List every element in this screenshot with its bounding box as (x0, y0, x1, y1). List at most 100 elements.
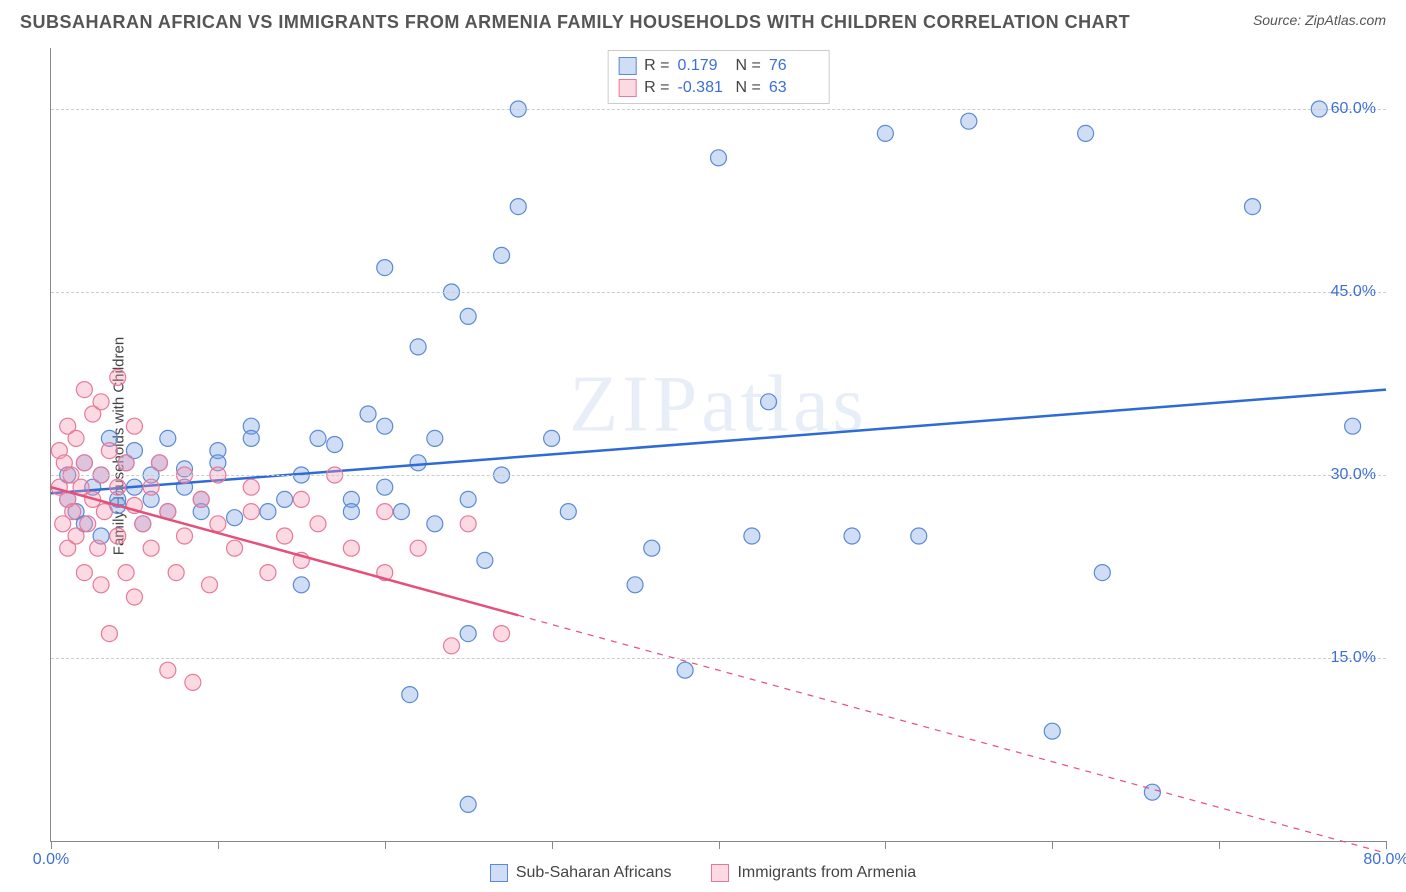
data-point (93, 394, 109, 410)
data-point (1345, 418, 1361, 434)
source-label: Source: ZipAtlas.com (1253, 12, 1386, 28)
x-tick (1219, 841, 1220, 849)
data-point (310, 430, 326, 446)
x-tick (1052, 841, 1053, 849)
data-point (961, 113, 977, 129)
data-point (402, 687, 418, 703)
data-point (1094, 565, 1110, 581)
data-point (76, 455, 92, 471)
legend-swatch-icon (490, 864, 508, 882)
trend-line-extrapolated (518, 615, 1386, 853)
data-point (143, 479, 159, 495)
chart-area: ZIPatlas R = 0.179 N = 76 R = -0.381 N =… (50, 48, 1386, 842)
y-tick-label: 30.0% (1331, 466, 1376, 484)
data-point (65, 504, 81, 520)
x-tick (218, 841, 219, 849)
data-point (627, 577, 643, 593)
scatter-plot (51, 48, 1386, 841)
data-point (277, 491, 293, 507)
data-point (90, 540, 106, 556)
x-tick (885, 841, 886, 849)
data-point (185, 674, 201, 690)
r-value: 0.179 (678, 57, 728, 75)
data-point (101, 443, 117, 459)
stats-box: R = 0.179 N = 76 R = -0.381 N = 63 (607, 50, 830, 104)
data-point (93, 577, 109, 593)
data-point (544, 430, 560, 446)
stats-row: R = -0.381 N = 63 (618, 77, 819, 99)
stats-row: R = 0.179 N = 76 (618, 55, 819, 77)
legend-label: Immigrants from Armenia (737, 864, 916, 882)
chart-title: SUBSAHARAN AFRICAN VS IMMIGRANTS FROM AR… (20, 12, 1130, 33)
data-point (393, 504, 409, 520)
legend-swatch-icon (618, 79, 636, 97)
data-point (177, 528, 193, 544)
data-point (210, 516, 226, 532)
data-point (410, 339, 426, 355)
data-point (911, 528, 927, 544)
data-point (410, 540, 426, 556)
n-label: N = (736, 57, 761, 75)
data-point (560, 504, 576, 520)
gridline (51, 109, 1386, 110)
data-point (76, 565, 92, 581)
data-point (377, 260, 393, 276)
header: SUBSAHARAN AFRICAN VS IMMIGRANTS FROM AR… (0, 0, 1406, 41)
x-tick (552, 841, 553, 849)
n-label: N = (736, 79, 761, 97)
data-point (96, 504, 112, 520)
gridline (51, 658, 1386, 659)
data-point (151, 455, 167, 471)
data-point (310, 516, 326, 532)
data-point (1044, 723, 1060, 739)
y-tick-label: 15.0% (1331, 649, 1376, 667)
data-point (343, 540, 359, 556)
data-point (711, 150, 727, 166)
data-point (193, 491, 209, 507)
data-point (460, 491, 476, 507)
r-label: R = (644, 79, 669, 97)
data-point (277, 528, 293, 544)
data-point (377, 479, 393, 495)
data-point (427, 516, 443, 532)
data-point (126, 418, 142, 434)
y-tick-label: 45.0% (1331, 283, 1376, 301)
data-point (243, 430, 259, 446)
data-point (168, 565, 184, 581)
data-point (494, 626, 510, 642)
x-tick (1386, 841, 1387, 849)
data-point (377, 418, 393, 434)
data-point (101, 626, 117, 642)
x-tick (719, 841, 720, 849)
data-point (460, 796, 476, 812)
data-point (844, 528, 860, 544)
legend: Sub-Saharan Africans Immigrants from Arm… (0, 864, 1406, 882)
legend-label: Sub-Saharan Africans (516, 864, 672, 882)
n-value: 63 (769, 79, 819, 97)
data-point (202, 577, 218, 593)
data-point (68, 430, 84, 446)
x-tick (51, 841, 52, 849)
data-point (143, 540, 159, 556)
data-point (1078, 125, 1094, 141)
data-point (110, 528, 126, 544)
legend-item: Sub-Saharan Africans (490, 864, 672, 882)
data-point (227, 510, 243, 526)
data-point (377, 504, 393, 520)
data-point (427, 430, 443, 446)
legend-swatch-icon (618, 57, 636, 75)
data-point (135, 516, 151, 532)
y-tick-label: 60.0% (1331, 100, 1376, 118)
data-point (327, 437, 343, 453)
r-label: R = (644, 57, 669, 75)
data-point (118, 565, 134, 581)
data-point (160, 662, 176, 678)
data-point (118, 455, 134, 471)
gridline (51, 292, 1386, 293)
legend-item: Immigrants from Armenia (711, 864, 916, 882)
gridline (51, 475, 1386, 476)
data-point (260, 565, 276, 581)
data-point (126, 589, 142, 605)
data-point (293, 491, 309, 507)
data-point (343, 504, 359, 520)
